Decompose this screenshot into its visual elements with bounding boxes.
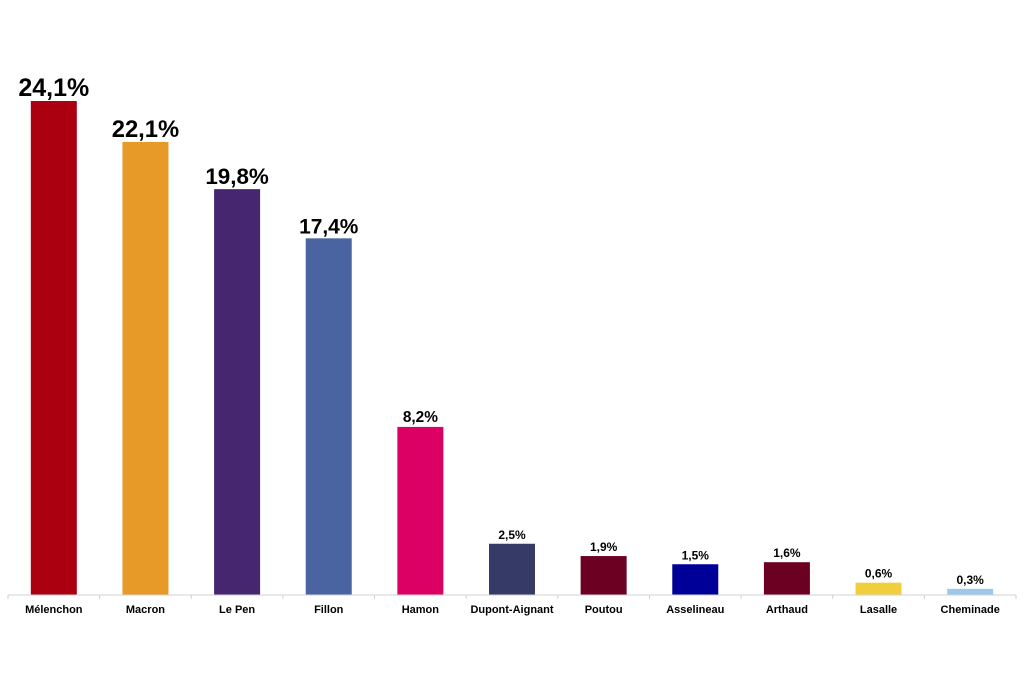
value-label-lasalle: 0,6% [865,567,893,581]
bar-le-pen [214,189,261,595]
value-label-asselineau: 1,5% [682,548,710,562]
value-label-dupont-aignant: 2,5% [498,528,526,542]
bar-poutou [580,556,627,595]
bar-hamon [397,426,444,595]
bar-dupont-aignant [489,543,535,595]
bar-arthaud [763,562,810,595]
category-label-cheminade: Cheminade [941,604,1000,616]
value-label-macron: 22,1% [112,116,179,143]
value-label-hamon: 8,2% [403,409,438,426]
category-label-dupont-aignant: Dupont-Aignant [470,604,553,616]
value-label-fillon: 17,4% [299,215,359,238]
bar-cheminade [947,588,994,595]
bar-fillon [305,238,352,595]
value-label-cheminade: 0,3% [957,573,985,587]
category-label-macron: Macron [126,604,165,616]
bar-lasalle [855,582,902,595]
value-label-melenchon: 24,1% [18,74,89,102]
category-label-asselineau: Asselineau [666,604,724,616]
bar-macron [122,141,169,595]
category-label-fillon: Fillon [314,604,344,616]
x-axis-ticks [7,595,1017,599]
bar-asselineau [672,564,719,595]
value-label-le-pen: 19,8% [205,164,269,189]
category-label-poutou: Poutou [585,604,623,616]
category-label-hamon: Hamon [402,604,440,616]
category-label-melenchon: Mélenchon [25,604,83,616]
category-label-arthaud: Arthaud [766,604,808,616]
value-labels-group: 24,1% 22,1% 19,8% 17,4% 8,2% 2,5% 1,9% 1,5% 1,6%… [18,74,984,587]
category-labels-group: Mélenchon Macron Le Pen Fillon Hamon Dupont-A… [25,604,1000,616]
value-label-arthaud: 1,6% [773,546,801,560]
category-label-le-pen: Le Pen [219,604,255,616]
bar-melenchon [30,101,77,595]
value-label-poutou: 1,9% [590,540,618,554]
category-label-lasalle: Lasalle [860,604,897,616]
bars-group [30,101,994,595]
